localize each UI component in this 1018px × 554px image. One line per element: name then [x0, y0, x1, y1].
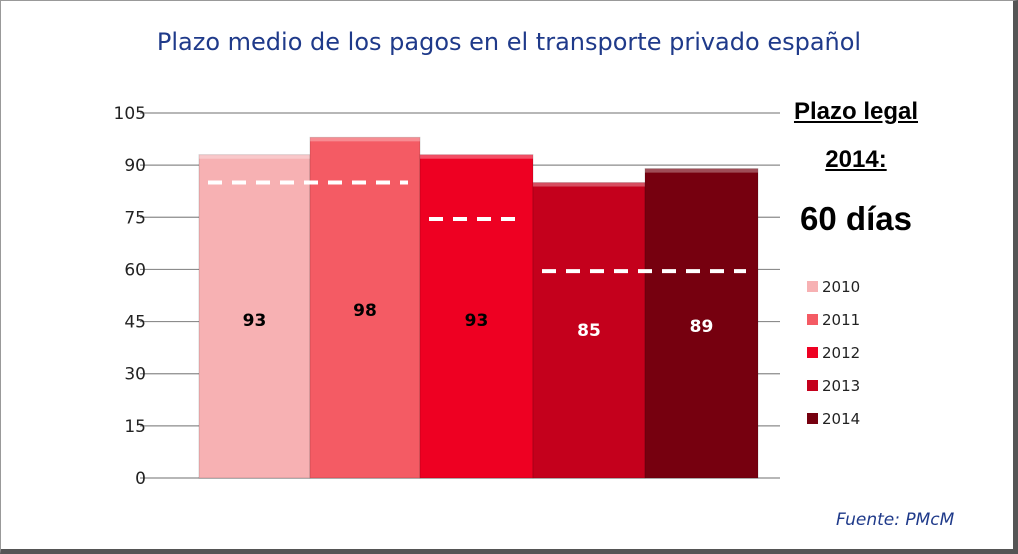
- bar-top-bevel: [420, 154, 533, 159]
- bar-top-bevel: [645, 168, 758, 173]
- data-label: 93: [465, 311, 489, 331]
- legal-term-days: 60 días: [800, 200, 912, 237]
- legend-label: 2010: [822, 278, 860, 296]
- legend-swatch-2012: [807, 347, 818, 358]
- y-tick-label: 30: [124, 365, 146, 385]
- legend-label: 2011: [822, 311, 860, 329]
- chart-title: Plazo medio de los pagos en el transport…: [156, 28, 862, 56]
- bar-top-bevel: [199, 154, 310, 159]
- data-label: 89: [690, 317, 714, 337]
- bar-2011: [309, 136, 421, 479]
- source-note: Fuente: PMcM: [836, 510, 955, 530]
- y-tick-label: 105: [114, 104, 146, 124]
- y-tick-label: 15: [124, 417, 146, 437]
- data-label: 98: [353, 301, 377, 321]
- legend-label: 2013: [822, 377, 860, 395]
- legal-term-year: 2014:: [825, 146, 887, 173]
- bar-top-bevel: [310, 137, 420, 142]
- bar-2014: [644, 168, 759, 479]
- legal-term-label: Plazo legal: [793, 98, 919, 125]
- data-label: 93: [243, 311, 267, 331]
- y-tick-label: 60: [124, 260, 146, 280]
- data-label: 85: [577, 321, 601, 341]
- y-tick-label: 0: [135, 469, 146, 489]
- legend-swatch-2010: [807, 281, 818, 292]
- legend-label: 2012: [822, 344, 860, 362]
- y-tick-label: 45: [124, 313, 146, 333]
- legend-swatch-2013: [807, 380, 818, 391]
- y-tick-label: 75: [124, 208, 146, 228]
- legend-label: 2014: [822, 410, 860, 428]
- bar-2010: [198, 154, 311, 479]
- y-tick-label: 90: [124, 156, 146, 176]
- legend-swatch-2011: [807, 314, 818, 325]
- bar-top-bevel: [533, 182, 645, 187]
- legend-swatch-2014: [807, 413, 818, 424]
